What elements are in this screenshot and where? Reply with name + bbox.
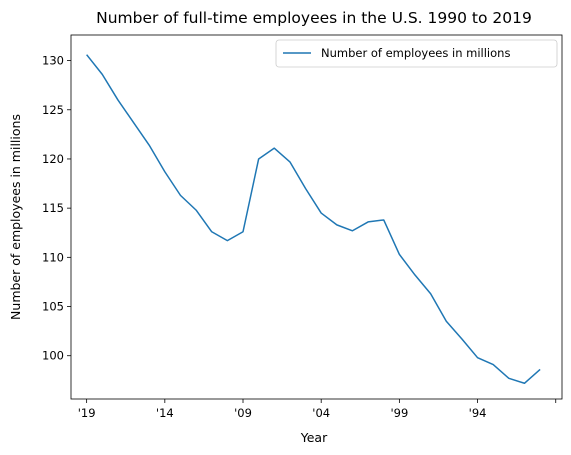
x-tick-label: '99 [390,406,408,420]
x-tick-label: '09 [234,406,252,420]
x-tick-label: '94 [469,406,487,420]
y-tick-label: 110 [42,250,64,264]
chart-title: Number of full-time employees in the U.S… [96,9,532,27]
y-tick-label: 120 [42,152,64,166]
y-tick-label: 125 [42,103,64,117]
y-axis-label: Number of employees in millions [8,114,23,320]
x-tick-label: '14 [156,406,174,420]
legend-entry-employees: Number of employees in millions [321,46,510,60]
x-tick-label: '04 [312,406,330,420]
x-axis-label: Year [300,430,328,445]
y-tick-label: 115 [42,201,64,215]
y-tick-label: 100 [42,349,64,363]
y-tick-label: 105 [42,300,64,314]
legend: Number of employees in millions [276,40,557,67]
x-tick-label: '19 [78,406,96,420]
y-tick-label: 130 [42,54,64,68]
